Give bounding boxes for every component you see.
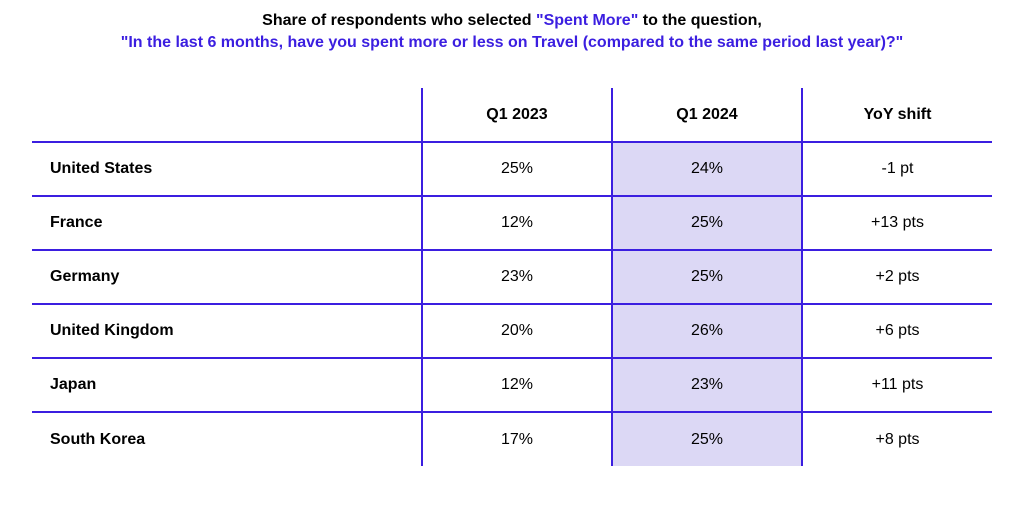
title-line1-pre: Share of respondents who selected bbox=[262, 12, 536, 29]
col-header-yoy: YoY shift bbox=[802, 88, 992, 142]
cell-q1-2023: 20% bbox=[422, 304, 612, 358]
cell-country: United States bbox=[32, 142, 422, 196]
col-header-q1-2024: Q1 2024 bbox=[612, 88, 802, 142]
cell-yoy: +8 pts bbox=[802, 412, 992, 466]
title-line1-post: to the question, bbox=[638, 12, 762, 29]
table-row: Japan 12% 23% +11 pts bbox=[32, 358, 992, 412]
cell-yoy: +13 pts bbox=[802, 196, 992, 250]
title-line-2: "In the last 6 months, have you spent mo… bbox=[24, 34, 1000, 52]
cell-q1-2023: 12% bbox=[422, 196, 612, 250]
cell-country: France bbox=[32, 196, 422, 250]
cell-q1-2023: 23% bbox=[422, 250, 612, 304]
table-row: United Kingdom 20% 26% +6 pts bbox=[32, 304, 992, 358]
cell-country: Japan bbox=[32, 358, 422, 412]
cell-q1-2024: 26% bbox=[612, 304, 802, 358]
cell-country: United Kingdom bbox=[32, 304, 422, 358]
title-line-1: Share of respondents who selected "Spent… bbox=[24, 12, 1000, 30]
cell-q1-2024: 25% bbox=[612, 250, 802, 304]
table-header-row: Q1 2023 Q1 2024 YoY shift bbox=[32, 88, 992, 142]
cell-country: South Korea bbox=[32, 412, 422, 466]
cell-yoy: -1 pt bbox=[802, 142, 992, 196]
cell-country: Germany bbox=[32, 250, 422, 304]
cell-q1-2024: 24% bbox=[612, 142, 802, 196]
col-header-country bbox=[32, 88, 422, 142]
cell-q1-2024: 25% bbox=[612, 412, 802, 466]
col-header-q1-2023: Q1 2023 bbox=[422, 88, 612, 142]
cell-q1-2024: 23% bbox=[612, 358, 802, 412]
cell-yoy: +11 pts bbox=[802, 358, 992, 412]
table-row: United States 25% 24% -1 pt bbox=[32, 142, 992, 196]
table-row: South Korea 17% 25% +8 pts bbox=[32, 412, 992, 466]
cell-q1-2023: 25% bbox=[422, 142, 612, 196]
title-line1-accent: "Spent More" bbox=[536, 12, 638, 29]
table-row: France 12% 25% +13 pts bbox=[32, 196, 992, 250]
title-block: Share of respondents who selected "Spent… bbox=[24, 12, 1000, 52]
cell-q1-2024: 25% bbox=[612, 196, 802, 250]
cell-q1-2023: 17% bbox=[422, 412, 612, 466]
cell-yoy: +6 pts bbox=[802, 304, 992, 358]
spend-more-table: Q1 2023 Q1 2024 YoY shift United States … bbox=[32, 88, 992, 466]
cell-q1-2023: 12% bbox=[422, 358, 612, 412]
table-row: Germany 23% 25% +2 pts bbox=[32, 250, 992, 304]
cell-yoy: +2 pts bbox=[802, 250, 992, 304]
